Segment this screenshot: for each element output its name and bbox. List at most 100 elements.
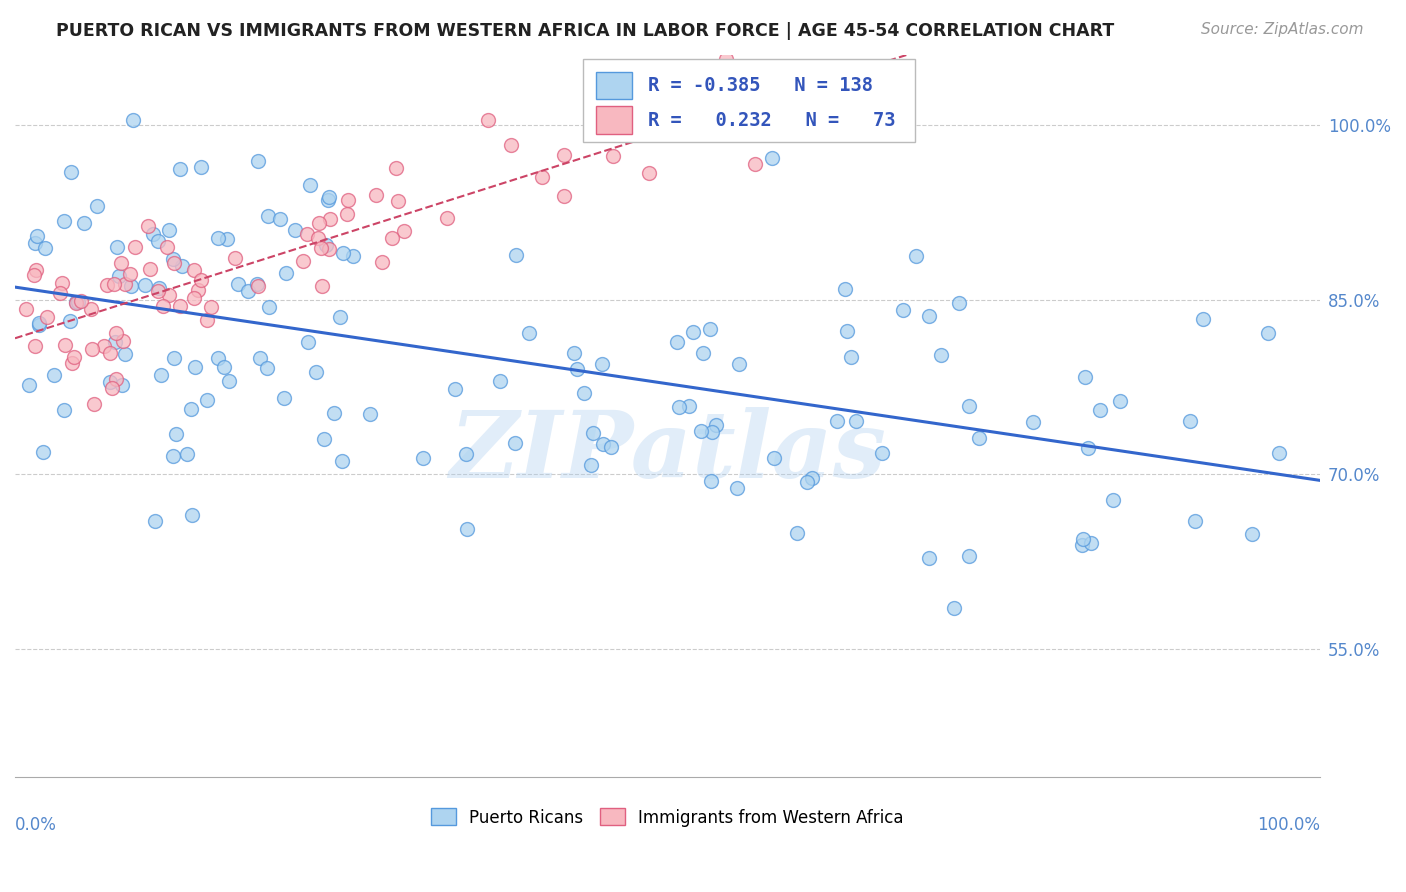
Point [700,425,723,439]
Point [24,235,46,250]
Point [725,481,748,495]
Point [162,252,184,267]
Point [316,193,339,207]
Point [1077,441,1099,455]
Point [845,414,868,428]
Point [195,392,218,407]
Point [477,113,499,128]
Point [572,386,595,401]
Point [183,291,205,305]
Point [381,231,404,245]
Point [80,342,103,356]
Point [104,335,127,350]
Point [329,310,352,324]
Point [918,309,941,323]
Point [35,310,58,325]
Point [318,189,340,203]
Point [1073,532,1095,546]
Point [59,314,82,328]
Point [312,432,335,446]
Point [297,227,319,241]
Point [65,296,87,310]
Point [713,95,735,110]
Point [308,231,330,245]
Point [668,401,690,415]
Point [120,278,142,293]
Point [165,427,187,442]
Point [582,426,605,441]
Point [17,377,39,392]
Point [359,407,381,421]
Point [284,223,307,237]
Point [336,207,359,221]
Point [157,223,180,237]
Point [22,268,45,282]
Point [716,52,738,66]
Point [195,313,218,327]
Point [257,300,280,314]
Point [269,212,291,227]
Point [169,161,191,176]
Point [456,522,478,536]
Point [148,281,170,295]
Point [553,147,575,161]
Point [747,115,769,129]
Point [602,149,624,163]
Point [592,437,614,451]
Point [180,402,202,417]
Point [517,326,540,340]
Point [273,391,295,405]
Point [190,273,212,287]
Point [105,326,128,340]
Point [305,365,328,379]
Point [184,359,207,374]
Point [142,227,165,241]
Point [53,403,76,417]
Point [53,337,76,351]
Point [152,299,174,313]
Point [139,261,162,276]
Point [27,318,49,333]
Point [67,294,90,309]
Point [25,228,48,243]
Point [967,431,990,445]
Point [51,277,73,291]
Point [114,277,136,292]
Point [825,414,848,428]
Point [176,447,198,461]
Point [319,212,342,227]
Point [297,334,319,349]
Point [124,240,146,254]
Point [311,279,333,293]
Point [111,377,134,392]
Point [207,351,229,365]
Point [180,508,202,523]
Point [148,234,170,248]
Point [103,277,125,291]
Point [134,278,156,293]
Point [599,440,621,454]
Point [505,247,527,261]
Point [839,351,862,365]
Point [246,278,269,293]
Point [149,368,172,382]
Point [704,417,727,432]
Point [157,288,180,302]
Point [224,251,246,265]
Point [591,358,613,372]
Point [503,436,526,450]
Point [246,153,269,168]
Point [32,445,55,459]
Point [567,362,589,376]
Point [21,1,44,15]
Point [190,160,212,174]
Point [86,199,108,213]
Point [1071,538,1094,552]
Point [110,255,132,269]
Point [105,371,128,385]
Point [276,266,298,280]
Point [948,296,970,310]
Point [371,255,394,269]
Point [1184,514,1206,528]
Point [148,284,170,298]
